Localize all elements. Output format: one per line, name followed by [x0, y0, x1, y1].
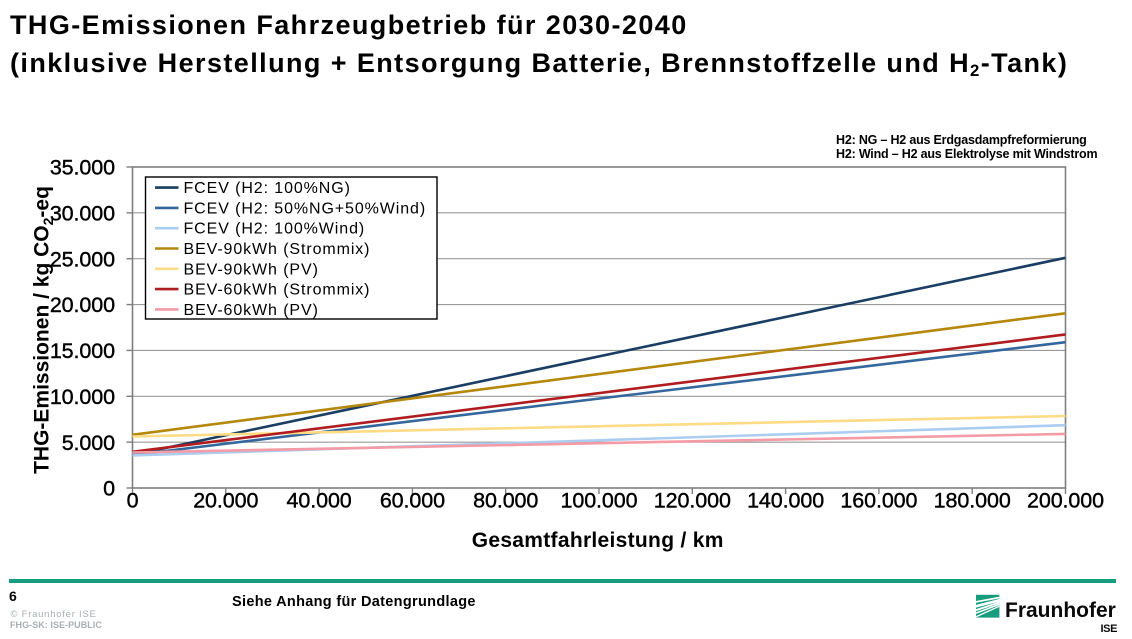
- svg-text:80.000: 80.000: [473, 489, 538, 513]
- svg-text:180.000: 180.000: [934, 489, 1011, 513]
- svg-text:FCEV (H2: 50%NG+50%Wind): FCEV (H2: 50%NG+50%Wind): [184, 200, 427, 217]
- svg-text:THG-Emissionen / kg CO2-eq: THG-Emissionen / kg CO2-eq: [31, 186, 57, 474]
- svg-text:25.000: 25.000: [50, 247, 115, 271]
- svg-text:20.000: 20.000: [193, 489, 258, 513]
- svg-text:FCEV (H2: 100%NG): FCEV (H2: 100%NG): [184, 180, 351, 197]
- svg-text:0: 0: [103, 477, 115, 501]
- svg-text:30.000: 30.000: [50, 202, 115, 226]
- svg-text:0: 0: [127, 489, 139, 513]
- svg-text:40.000: 40.000: [287, 489, 352, 513]
- svg-text:120.000: 120.000: [654, 489, 731, 513]
- svg-text:5.000: 5.000: [62, 431, 115, 455]
- svg-text:BEV-90kWh (PV): BEV-90kWh (PV): [184, 261, 319, 278]
- svg-text:FCEV (H2: 100%Wind): FCEV (H2: 100%Wind): [184, 221, 366, 238]
- svg-text:10.000: 10.000: [50, 385, 115, 409]
- svg-text:BEV-60kWh (Strommix): BEV-60kWh (Strommix): [184, 282, 371, 299]
- svg-text:100.000: 100.000: [560, 489, 637, 513]
- svg-text:35.000: 35.000: [50, 156, 115, 180]
- svg-text:BEV-60kWh (PV): BEV-60kWh (PV): [184, 302, 319, 319]
- svg-text:Gesamtfahrleistung / km: Gesamtfahrleistung / km: [472, 529, 724, 552]
- svg-text:160.000: 160.000: [840, 489, 917, 513]
- svg-text:15.000: 15.000: [50, 339, 115, 363]
- svg-text:140.000: 140.000: [747, 489, 824, 513]
- svg-text:60.000: 60.000: [380, 489, 445, 513]
- svg-text:20.000: 20.000: [50, 293, 115, 317]
- svg-text:BEV-90kWh (Strommix): BEV-90kWh (Strommix): [184, 241, 371, 258]
- svg-text:200.000: 200.000: [1027, 489, 1104, 513]
